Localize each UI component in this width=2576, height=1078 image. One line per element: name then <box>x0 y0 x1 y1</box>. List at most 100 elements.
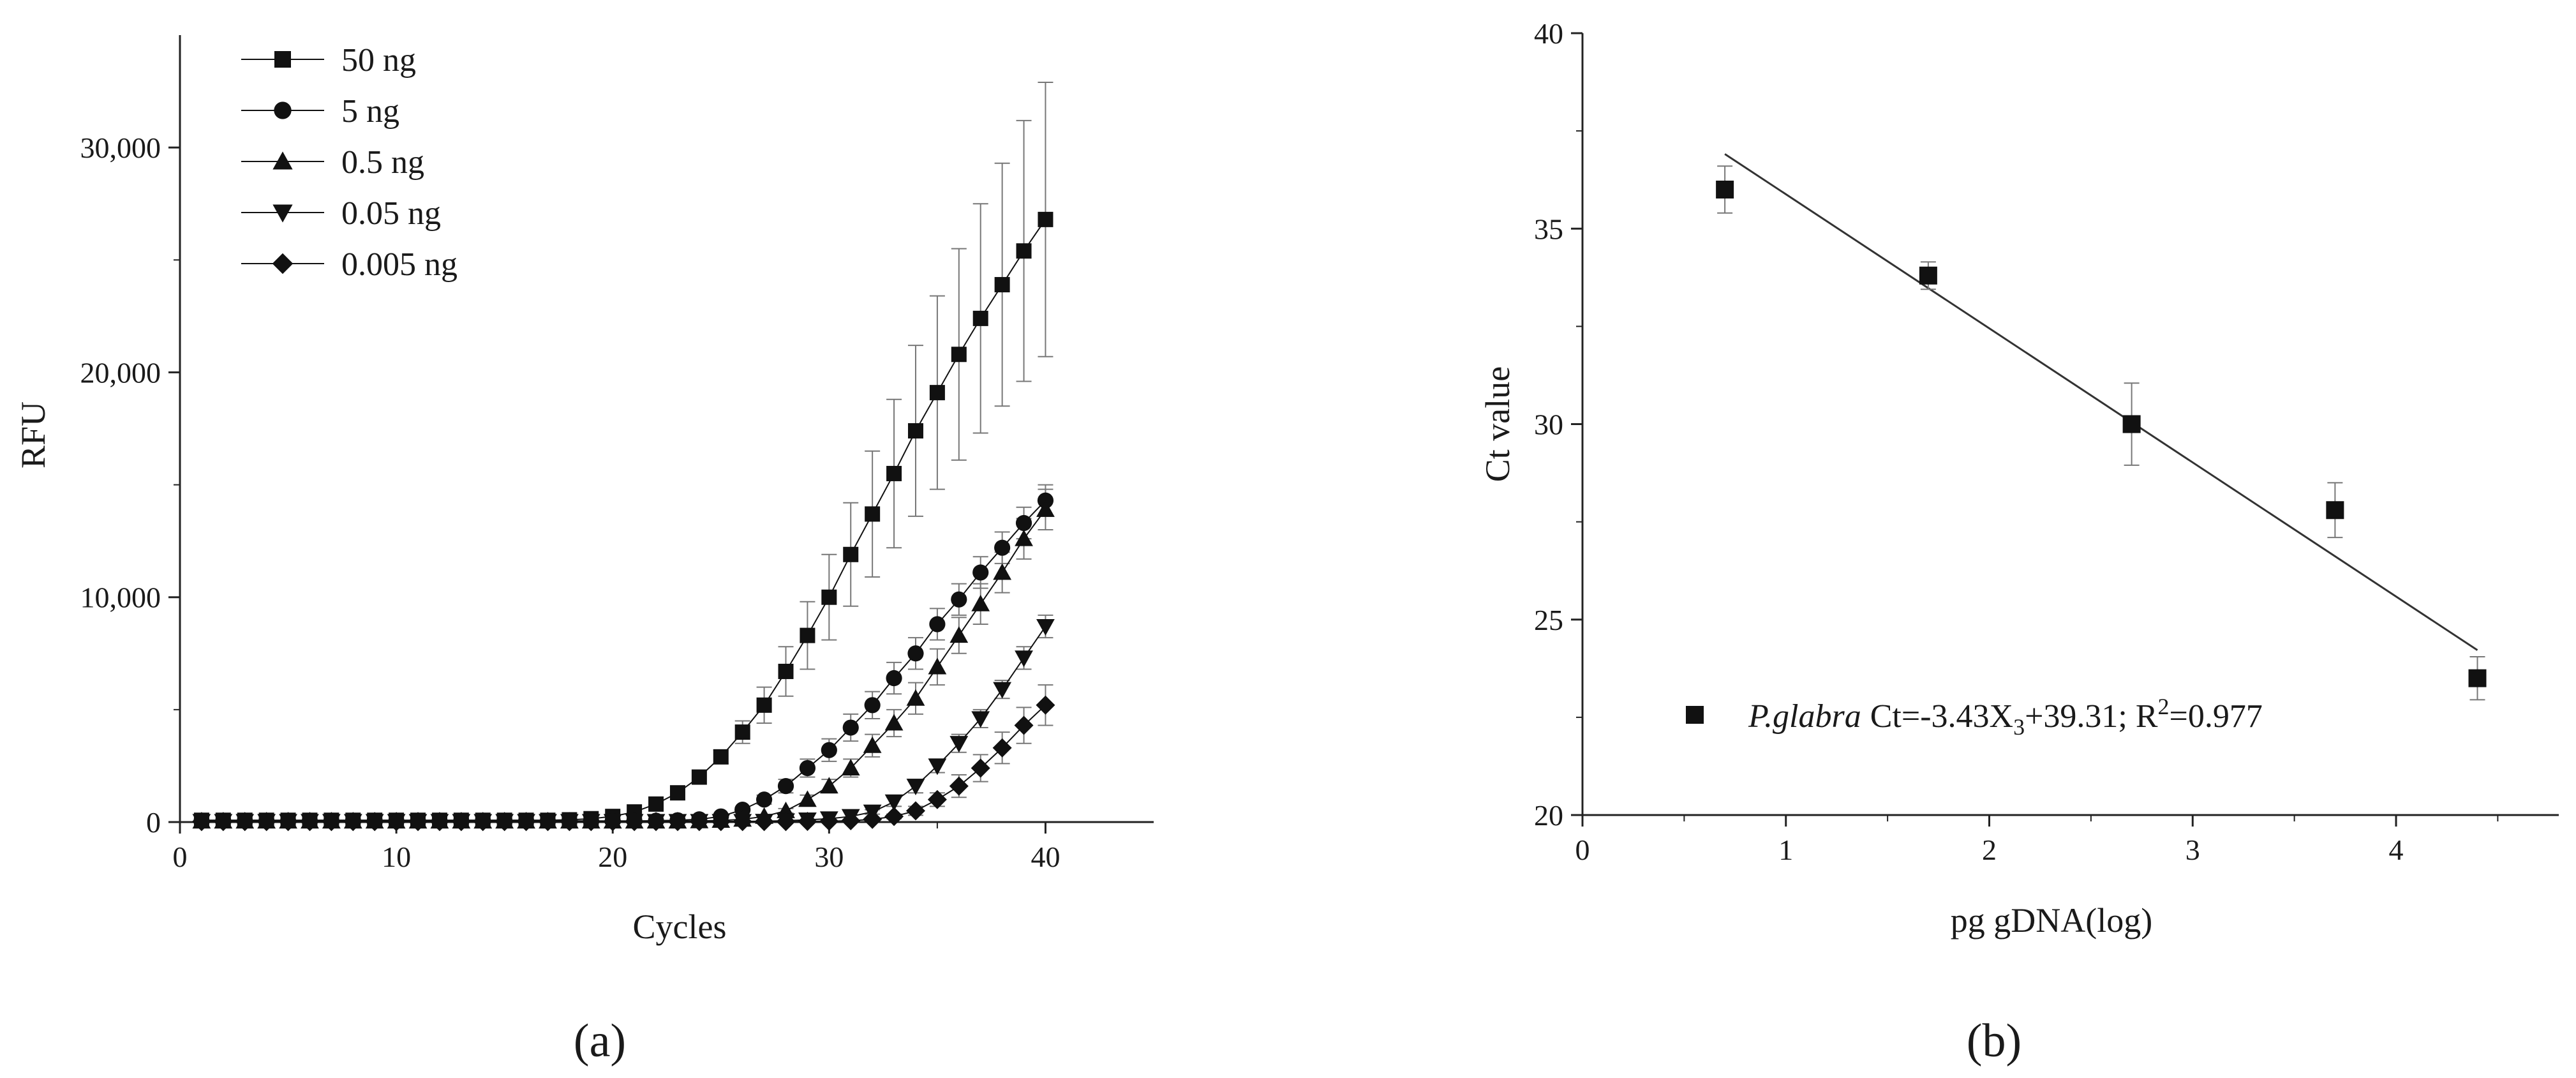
data-point-0-5-ng <box>928 657 947 675</box>
data-point-5-ng <box>907 645 924 662</box>
panel-a-chart: 0 10 20 30 40 0 10,000 20,000 30,000 50 ng 5 ng 0.… <box>14 35 1154 1067</box>
data-point-5-ng <box>886 670 902 687</box>
panel-b-x-tick-label: 0 <box>1575 834 1590 866</box>
data-point-50-ng <box>669 785 685 801</box>
data-point-0-005-ng <box>560 812 579 832</box>
panel-a-legend: 50 ng 5 ng 0.5 ng 0.05 ng 0.005 ng <box>241 42 458 283</box>
data-point-50-ng <box>929 385 945 401</box>
data-point-0-005-ng <box>733 812 752 832</box>
data-point-0-005-ng <box>992 738 1012 758</box>
data-point-0-005-ng <box>841 811 861 830</box>
panel-a-y-axis-label: RFU <box>14 401 52 468</box>
panel-b-y-tick-label: 40 <box>1534 17 1563 50</box>
panel-a-ticks: 0 10 20 30 40 0 10,000 20,000 30,000 <box>80 131 1061 873</box>
data-point-0-005-ng <box>213 812 233 832</box>
data-point-50-ng <box>994 277 1010 293</box>
data-point-0-05-ng <box>971 711 990 728</box>
panel-b-y-tick-label: 35 <box>1534 213 1563 245</box>
data-point-0-005-ng <box>863 809 882 829</box>
data-point-50-ng <box>972 310 988 326</box>
panel-a-y-tick-label: 0 <box>146 806 161 839</box>
data-point-50-ng <box>1016 243 1032 259</box>
panel-b-x-tick-label: 2 <box>1982 834 1997 866</box>
data-point-0-005-ng <box>343 812 363 832</box>
panel-b-y-tick-label: 25 <box>1534 604 1563 636</box>
panel-b-x-tick-label: 3 <box>2185 834 2200 866</box>
data-point <box>2122 415 2141 433</box>
data-point-0-005-ng <box>495 812 514 832</box>
data-point-0-05-ng <box>906 779 925 796</box>
data-point-50-ng <box>843 546 859 562</box>
panel-a-letter: a <box>590 1015 611 1067</box>
legend-marker-50-ng <box>274 51 291 68</box>
data-point-5-ng <box>864 697 881 714</box>
data-point-5-ng <box>734 802 751 818</box>
panel-a-x-axis-label: Cycles <box>633 908 727 946</box>
data-point-0-005-ng <box>949 776 969 796</box>
data-point-0-005-ng <box>927 790 947 809</box>
data-point-0-5-ng <box>798 790 817 807</box>
legend-species: P.glabra <box>1748 698 1861 735</box>
data-point-0-005-ng <box>603 812 623 832</box>
data-point-0-5-ng <box>841 759 860 775</box>
panel-a-x-tick-label: 20 <box>598 841 627 873</box>
data-point-50-ng <box>734 724 750 740</box>
data-point-0-005-ng <box>300 812 320 832</box>
legend-eq-part2: +39.31; R <box>2025 698 2158 735</box>
data-point-0-005-ng <box>278 812 298 832</box>
data-point-0-5-ng <box>906 689 925 706</box>
data-point-50-ng <box>865 506 881 522</box>
data-point-50-ng <box>951 347 967 363</box>
data-point-50-ng <box>800 627 815 643</box>
regression-line <box>1724 153 2478 651</box>
data-point-5-ng <box>821 742 837 758</box>
data-point-0-005-ng <box>322 812 341 832</box>
legend-marker-0-005-ng <box>272 253 294 274</box>
data-point-0-005-ng <box>408 812 428 832</box>
panel-b-markers <box>1716 181 2487 687</box>
data-point-0-05-ng <box>928 758 947 775</box>
data-point-0-005-ng <box>667 812 687 832</box>
data-point-50-ng <box>886 465 902 481</box>
panel-b-label: (b) <box>1967 1015 2021 1067</box>
panel-a-y-tick-label: 20,000 <box>80 356 161 389</box>
legend-label-0-5-ng: 0.5 ng <box>341 144 424 181</box>
data-point-0-005-ng <box>1036 695 1055 715</box>
legend-label-0-005-ng: 0.005 ng <box>341 246 458 283</box>
data-point-0-005-ng <box>473 812 493 832</box>
panel-a-markers <box>191 211 1055 832</box>
data-point-50-ng <box>778 663 794 679</box>
data-point-50-ng <box>1038 211 1053 227</box>
panel-b-x-tick-label: 1 <box>1778 834 1793 866</box>
data-point-50-ng <box>907 423 923 439</box>
data-point-5-ng <box>842 719 859 736</box>
data-point-0-5-ng <box>819 777 838 794</box>
data-point-5-ng <box>929 616 946 633</box>
legend-marker-0-05-ng <box>272 204 293 223</box>
data-point-0-5-ng <box>1015 529 1033 546</box>
data-point-0-005-ng <box>365 812 385 832</box>
legend-marker-0-5-ng <box>272 151 293 170</box>
panel-a-x-tick-label: 10 <box>382 841 411 873</box>
data-point-0-005-ng <box>711 812 731 832</box>
data-point-0-05-ng <box>1015 650 1033 668</box>
legend-marker-5-ng <box>274 101 292 119</box>
data-point-0-005-ng <box>689 812 709 832</box>
series-line-0-005-ng <box>201 705 1046 823</box>
data-point-5-ng <box>1015 514 1032 532</box>
panel-a-x-tick-label: 30 <box>814 841 844 873</box>
data-point-0-005-ng <box>451 812 471 832</box>
data-point-0-005-ng <box>1014 715 1034 735</box>
panel-b-legend-text: P.glabra Ct=-3.43X3+39.31; R2=0.977 <box>1748 694 2263 740</box>
panel-b-y-tick-label: 20 <box>1534 799 1563 832</box>
data-point-0-005-ng <box>429 812 449 832</box>
legend-eq-part3: =0.977 <box>2170 698 2263 735</box>
data-point-0-005-ng <box>971 758 990 778</box>
data-point-0-005-ng <box>819 811 839 831</box>
data-point-0-05-ng <box>1036 618 1055 636</box>
legend-label-50-ng: 50 ng <box>341 42 416 79</box>
data-point <box>1919 266 1937 285</box>
data-point-0-005-ng <box>884 807 904 827</box>
panel-b-ticks: 0 1 2 3 4 20 25 30 35 40 <box>1534 17 2499 866</box>
